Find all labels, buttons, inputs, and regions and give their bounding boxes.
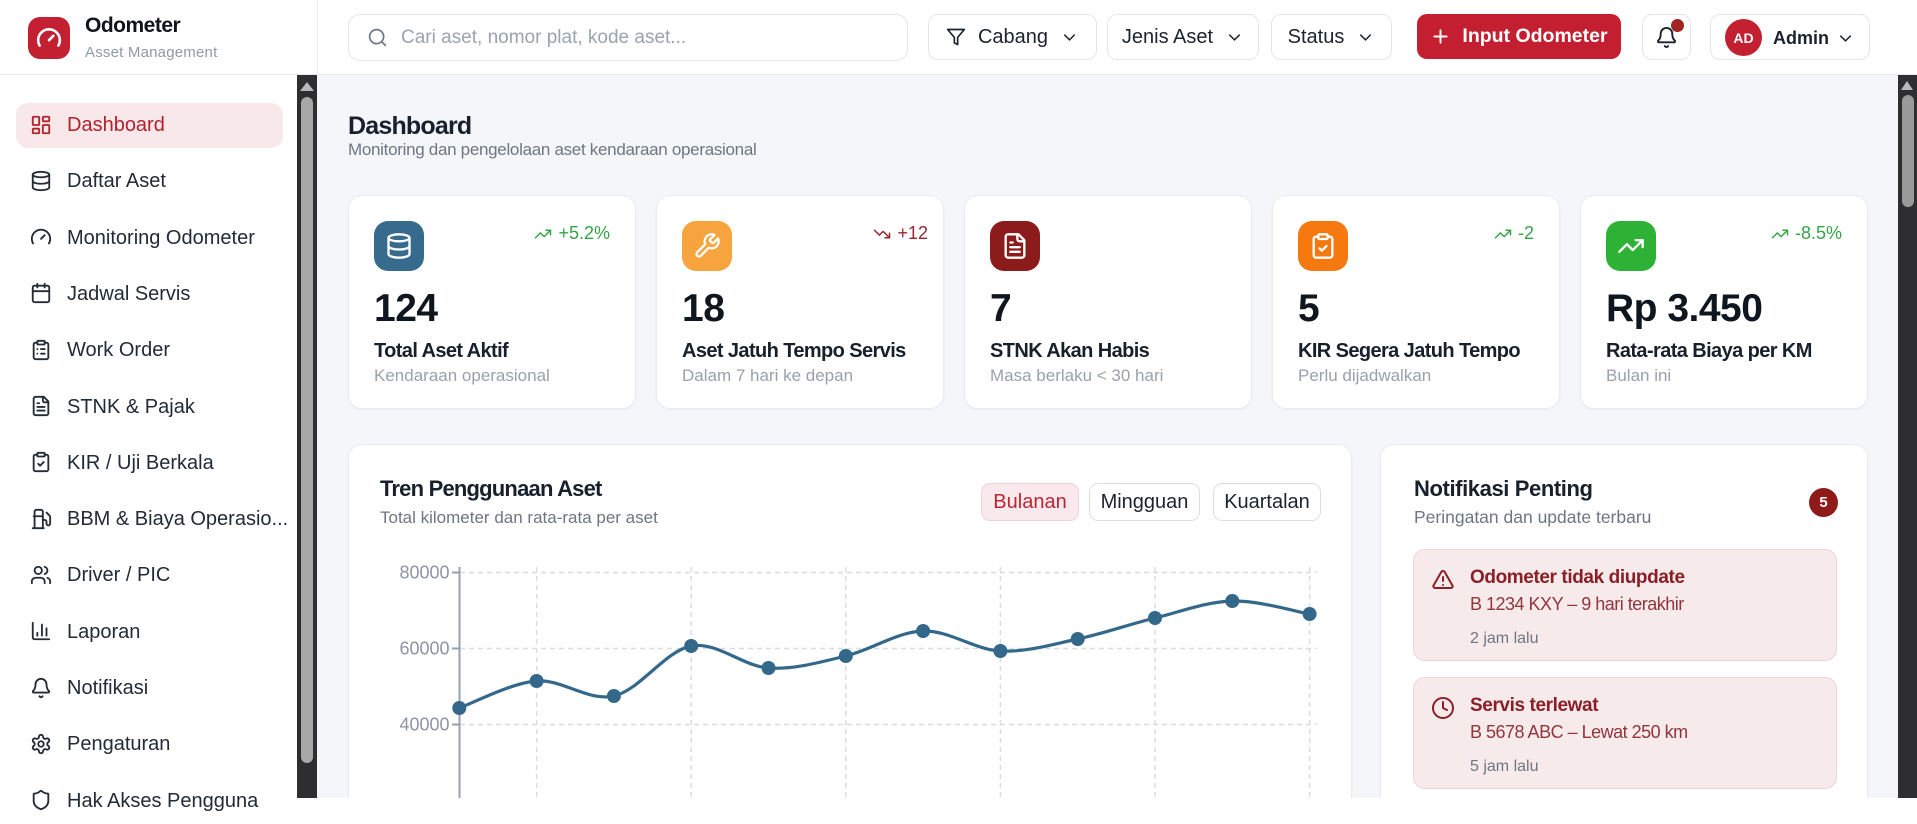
- svg-text:60000: 60000: [399, 639, 449, 659]
- svg-text:40000: 40000: [399, 715, 449, 735]
- svg-text:80000: 80000: [399, 563, 449, 583]
